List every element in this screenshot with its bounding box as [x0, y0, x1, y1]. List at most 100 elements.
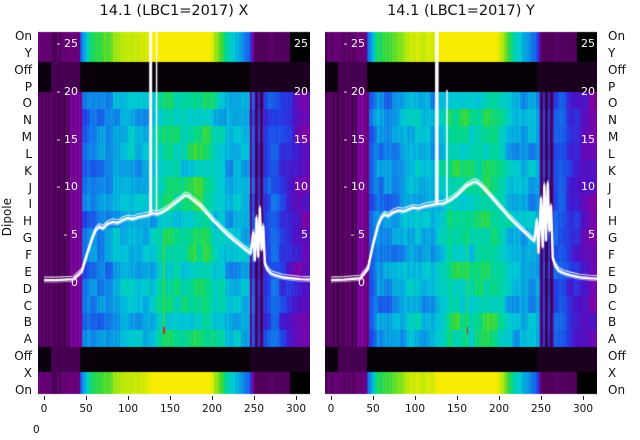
inner-value-tick-right: 20	[581, 84, 595, 98]
x-tick-mark	[583, 396, 584, 400]
inner-value-tick-left: - 5	[350, 228, 365, 242]
left-row-labels: On Y Off P O N M L K J I H G F E D C B A Off X On	[0, 30, 34, 396]
panel-y-title: 14.1 (LBC1=2017) Y	[387, 3, 535, 19]
row-label-left: X	[23, 365, 32, 380]
row-label-left: J	[28, 180, 32, 195]
x-tick-label: 250	[530, 403, 552, 415]
inner-value-tick-right: 5	[301, 228, 308, 242]
row-label-right: B	[608, 315, 617, 330]
x-axis-ticks-x: 0 50 100 150 200 250 300	[38, 403, 310, 417]
row-label-right: N	[608, 113, 617, 128]
x-tick-mark	[128, 396, 129, 400]
inner-value-tick-left: - 10	[343, 180, 365, 194]
inner-value-tick-right: 5	[588, 228, 595, 242]
row-label-left: On	[14, 29, 32, 43]
panel-x-title: 14.1 (LBC1=2017) X	[99, 3, 249, 19]
row-label-left: C	[23, 298, 32, 313]
inner-value-tick-left: - 20	[56, 84, 78, 98]
inner-value-tick-left: - 25	[343, 37, 365, 50]
row-label-right: X	[608, 365, 617, 380]
x-tick-mark	[457, 396, 458, 400]
row-label-right: H	[608, 214, 618, 229]
x-tick-mark	[541, 396, 542, 400]
row-label-right: D	[608, 281, 618, 296]
row-label-right: On	[608, 382, 626, 397]
x-tick-mark	[254, 396, 255, 400]
inner-value-tick-left: 0	[71, 276, 78, 289]
x-tick-mark	[373, 396, 374, 400]
row-label-right: F	[608, 247, 615, 262]
row-label-right: Off	[608, 349, 626, 364]
row-label-left: K	[24, 163, 32, 178]
row-label-right: On	[608, 29, 626, 43]
x-tick-mark	[296, 396, 297, 400]
row-label-left: L	[25, 146, 32, 161]
row-label-left: N	[23, 113, 32, 128]
x-tick-label: 50	[79, 403, 93, 415]
inner-value-tick-left: - 15	[56, 132, 78, 146]
x-tick-mark	[331, 396, 332, 400]
x-tick-mark	[212, 396, 213, 400]
inner-value-tick-left: 0	[358, 276, 365, 289]
x-tick-mark	[415, 396, 416, 400]
right-row-labels: On Y Off P O N M L K J I H G F E D C B A Off X On	[606, 30, 640, 396]
x-tick-label: 100	[117, 403, 139, 415]
row-label-left: G	[22, 231, 32, 246]
row-label-left: P	[24, 79, 32, 94]
inner-value-tick-left: - 15	[343, 132, 365, 146]
row-label-right: L	[608, 146, 615, 161]
inner-value-tick-left: - 25	[56, 37, 78, 50]
x-tick-label: 0	[327, 403, 335, 415]
inner-value-tick-right: 15	[294, 132, 308, 146]
row-label-right: Y	[608, 45, 616, 60]
row-label-left: Off	[14, 349, 32, 364]
corner-tick-label: 0	[33, 424, 40, 436]
x-tick-label: 150	[446, 403, 468, 415]
row-label-right: Off	[608, 62, 626, 77]
row-label-right: O	[608, 96, 618, 111]
row-label-right: A	[608, 332, 617, 347]
row-label-left: E	[24, 264, 32, 279]
x-tick-label: 50	[366, 403, 380, 415]
x-tick-label: 0	[40, 403, 48, 415]
row-label-right: M	[608, 130, 619, 145]
x-tick-label: 300	[572, 403, 594, 415]
row-label-left: F	[25, 247, 32, 262]
row-label-right: E	[608, 264, 616, 279]
x-tick-label: 300	[285, 403, 307, 415]
x-axis-ticks-y: 0 50 100 150 200 250 300	[325, 403, 597, 417]
row-label-left: D	[22, 281, 32, 296]
x-tick-mark	[170, 396, 171, 400]
row-label-left: B	[23, 315, 32, 330]
row-label-right: P	[608, 79, 616, 94]
row-label-left: O	[22, 96, 32, 111]
row-label-left: I	[28, 197, 32, 212]
row-label-left: H	[22, 214, 32, 229]
inner-value-tick-right: 20	[294, 84, 308, 98]
row-label-left: M	[21, 130, 32, 145]
x-tick-label: 250	[243, 403, 265, 415]
heatmap-canvas-x	[38, 30, 310, 396]
row-label-left: Off	[14, 62, 32, 77]
row-label-right: I	[608, 197, 612, 212]
inner-value-tick-left: - 5	[63, 228, 78, 242]
row-label-left: A	[23, 332, 32, 347]
x-tick-mark	[44, 396, 45, 400]
x-tick-label: 200	[201, 403, 223, 415]
inner-value-tick-right: 15	[581, 132, 595, 146]
x-tick-label: 150	[159, 403, 181, 415]
heatmap-panel-y: - 25 - 20 - 15 - 10 - 5 0 25 20 15 10 5	[325, 30, 597, 396]
row-label-right: K	[608, 163, 616, 178]
heatmap-canvas-y	[325, 30, 597, 396]
row-label-left: Y	[24, 45, 32, 60]
inner-value-tick-right: 25	[294, 37, 308, 50]
row-label-right: C	[608, 298, 617, 313]
row-label-left: On	[14, 382, 32, 397]
inner-value-tick-left: - 10	[56, 180, 78, 194]
row-label-right: J	[608, 180, 612, 195]
row-label-right: G	[608, 231, 618, 246]
heatmap-panel-x: - 25 - 20 - 15 - 10 - 5 0 25 20 15 10 5	[38, 30, 310, 396]
x-tick-label: 100	[404, 403, 426, 415]
x-tick-mark	[499, 396, 500, 400]
